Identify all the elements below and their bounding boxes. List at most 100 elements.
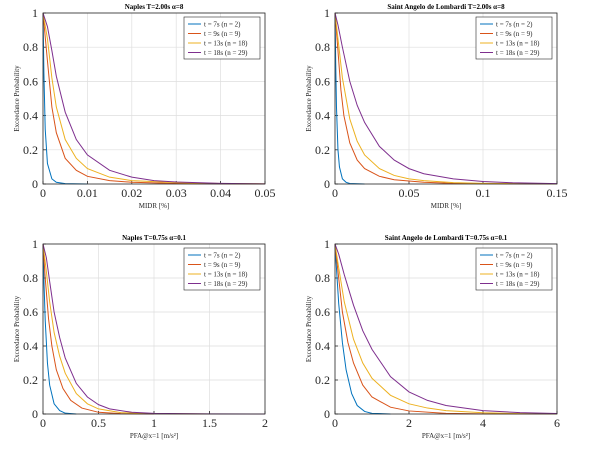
series-line-4 xyxy=(42,243,266,415)
y-tick-label: 0.2 xyxy=(23,143,38,157)
y-tick-label: 0.4 xyxy=(315,339,330,353)
y-tick-label: 1 xyxy=(324,6,330,20)
series-line-3 xyxy=(42,12,266,185)
legend-label-4: t = 18s (n = 29) xyxy=(496,280,540,288)
x-tick-label: 6 xyxy=(554,416,560,430)
x-axis-label: MIDR [%] xyxy=(431,202,462,210)
chart-panel-2: 0 0.05 0.1 0.15 0 0.2 0.4 0.6 0.8 1 Saint Angelo d… xyxy=(305,3,568,210)
legend-label-2: t = 9s (n = 9) xyxy=(496,30,533,38)
y-tick-label: 0.4 xyxy=(23,109,38,123)
x-tick-label: 1 xyxy=(151,416,157,430)
y-tick-label: 1 xyxy=(32,6,38,20)
legend-label-1: t = 7s (n = 2) xyxy=(496,252,533,260)
series-line-2 xyxy=(42,12,266,185)
y-tick-label: 0.4 xyxy=(315,109,330,123)
series-line-1 xyxy=(42,12,88,185)
axes-box xyxy=(42,12,266,185)
legend-label-4: t = 18s (n = 29) xyxy=(496,49,540,57)
chart-title: Saint Angelo de Lombardi T=2.00s α=8 xyxy=(387,3,505,11)
x-tick-label: 0.02 xyxy=(121,186,142,200)
legend-label-3: t = 13s (n = 18) xyxy=(204,271,248,279)
x-tick-label: 0.15 xyxy=(547,186,568,200)
axes-box xyxy=(334,243,558,415)
legend-label-3: t = 13s (n = 18) xyxy=(496,40,540,48)
series-line-1 xyxy=(334,12,365,185)
x-tick-label: 2 xyxy=(262,416,268,430)
legend: t = 7s (n = 2)t = 9s (n = 9) t = 13s (n =… xyxy=(475,247,553,291)
chart-title: Saint Angelo de Lombardi T=0.75s α=0.1 xyxy=(385,234,508,242)
series-line-4 xyxy=(334,243,558,414)
y-tick-label: 0 xyxy=(324,407,330,421)
x-tick-label: 0.01 xyxy=(77,186,98,200)
x-tick-label: 0.04 xyxy=(210,186,231,200)
series-line-3 xyxy=(334,243,558,415)
x-tick-label: 1.5 xyxy=(202,416,217,430)
legend-label-3: t = 13s (n = 18) xyxy=(204,40,248,48)
legend-label-2: t = 9s (n = 9) xyxy=(204,261,241,269)
series-line-1 xyxy=(42,243,77,415)
legend-label-1: t = 7s (n = 2) xyxy=(204,21,241,29)
chart-panel-3: 0 0.5 1 1.5 2 0 0.2 0.4 0.6 0.8 1 Naples T=0.75s α=… xyxy=(13,234,268,440)
legend: t = 7s (n = 2)t = 9s (n = 9) t = 13s (n =… xyxy=(183,247,261,291)
y-axis-label: Exceedance Probability xyxy=(305,295,313,362)
y-tick-label: 0.8 xyxy=(315,271,330,285)
x-tick-label: 2 xyxy=(406,416,412,430)
y-axis-label: Exceedance Probability xyxy=(13,295,21,362)
x-tick-label: 0.03 xyxy=(166,186,187,200)
chart-title: Naples T=2.00s α=8 xyxy=(125,3,184,11)
legend-label-3: t = 13s (n = 18) xyxy=(496,271,540,279)
series-line-2 xyxy=(334,243,558,415)
series-line-2 xyxy=(42,243,155,415)
x-axis-label: PFA@x=1 [m/s²] xyxy=(422,432,470,440)
y-tick-label: 0.4 xyxy=(23,339,38,353)
y-tick-label: 0.2 xyxy=(315,143,330,157)
series-line-3 xyxy=(42,243,210,415)
y-tick-label: 1 xyxy=(324,237,330,251)
x-axis-label: PFA@x=1 [m/s²] xyxy=(130,432,178,440)
y-axis-label: Exceedance Probability xyxy=(13,65,21,132)
x-tick-label: 0.1 xyxy=(476,186,491,200)
axes-box xyxy=(334,12,558,185)
y-tick-label: 0.2 xyxy=(315,373,330,387)
x-tick-label: 0.5 xyxy=(91,416,106,430)
y-tick-label: 0.8 xyxy=(23,271,38,285)
legend-label-4: t = 18s (n = 29) xyxy=(204,280,248,288)
y-tick-label: 0.6 xyxy=(23,74,38,88)
y-tick-label: 1 xyxy=(32,237,38,251)
series-line-1 xyxy=(334,243,391,415)
axes-box xyxy=(42,243,266,415)
y-tick-label: 0.6 xyxy=(23,305,38,319)
x-tick-label: 0.05 xyxy=(255,186,276,200)
x-tick-label: 0 xyxy=(40,186,46,200)
y-tick-label: 0 xyxy=(32,407,38,421)
legend-label-4: t = 18s (n = 29) xyxy=(204,49,248,57)
series-line-4 xyxy=(42,12,266,185)
chart-panel-1: 0 0.01 0.02 0.03 0.04 0.05 0 0.2 0.4 0.6 0.8 1 Naple… xyxy=(13,3,276,210)
x-tick-label: 4 xyxy=(480,416,486,430)
legend: t = 7s (n = 2)t = 9s (n = 9) t = 13s (n =… xyxy=(475,16,553,60)
y-axis-label: Exceedance Probability xyxy=(305,65,313,132)
y-tick-label: 0.8 xyxy=(315,40,330,54)
chart-panel-4: 0 2 4 6 0 0.2 0.4 0.6 0.8 1 Saint Angelo de Lombar… xyxy=(305,234,560,440)
y-tick-label: 0.2 xyxy=(23,373,38,387)
legend-label-2: t = 9s (n = 9) xyxy=(496,261,533,269)
legend: t = 7s (n = 2)t = 9s (n = 9) t = 13s (n =… xyxy=(183,16,261,60)
y-tick-label: 0.6 xyxy=(315,74,330,88)
y-tick-label: 0 xyxy=(32,177,38,191)
x-tick-label: 0 xyxy=(332,186,338,200)
x-tick-label: 0 xyxy=(40,416,46,430)
y-tick-label: 0.8 xyxy=(23,40,38,54)
x-tick-label: 0 xyxy=(332,416,338,430)
series-line-2 xyxy=(334,12,558,185)
series-line-4 xyxy=(334,12,558,185)
legend-label-1: t = 7s (n = 2) xyxy=(204,252,241,260)
legend-label-2: t = 9s (n = 9) xyxy=(204,30,241,38)
y-tick-label: 0 xyxy=(324,177,330,191)
chart-title: Naples T=0.75s α=0.1 xyxy=(122,234,186,242)
series-line-3 xyxy=(334,12,558,185)
x-tick-label: 0.05 xyxy=(399,186,420,200)
legend-label-1: t = 7s (n = 2) xyxy=(496,21,533,29)
y-tick-label: 0.6 xyxy=(315,305,330,319)
x-axis-label: MIDR [%] xyxy=(139,202,170,210)
